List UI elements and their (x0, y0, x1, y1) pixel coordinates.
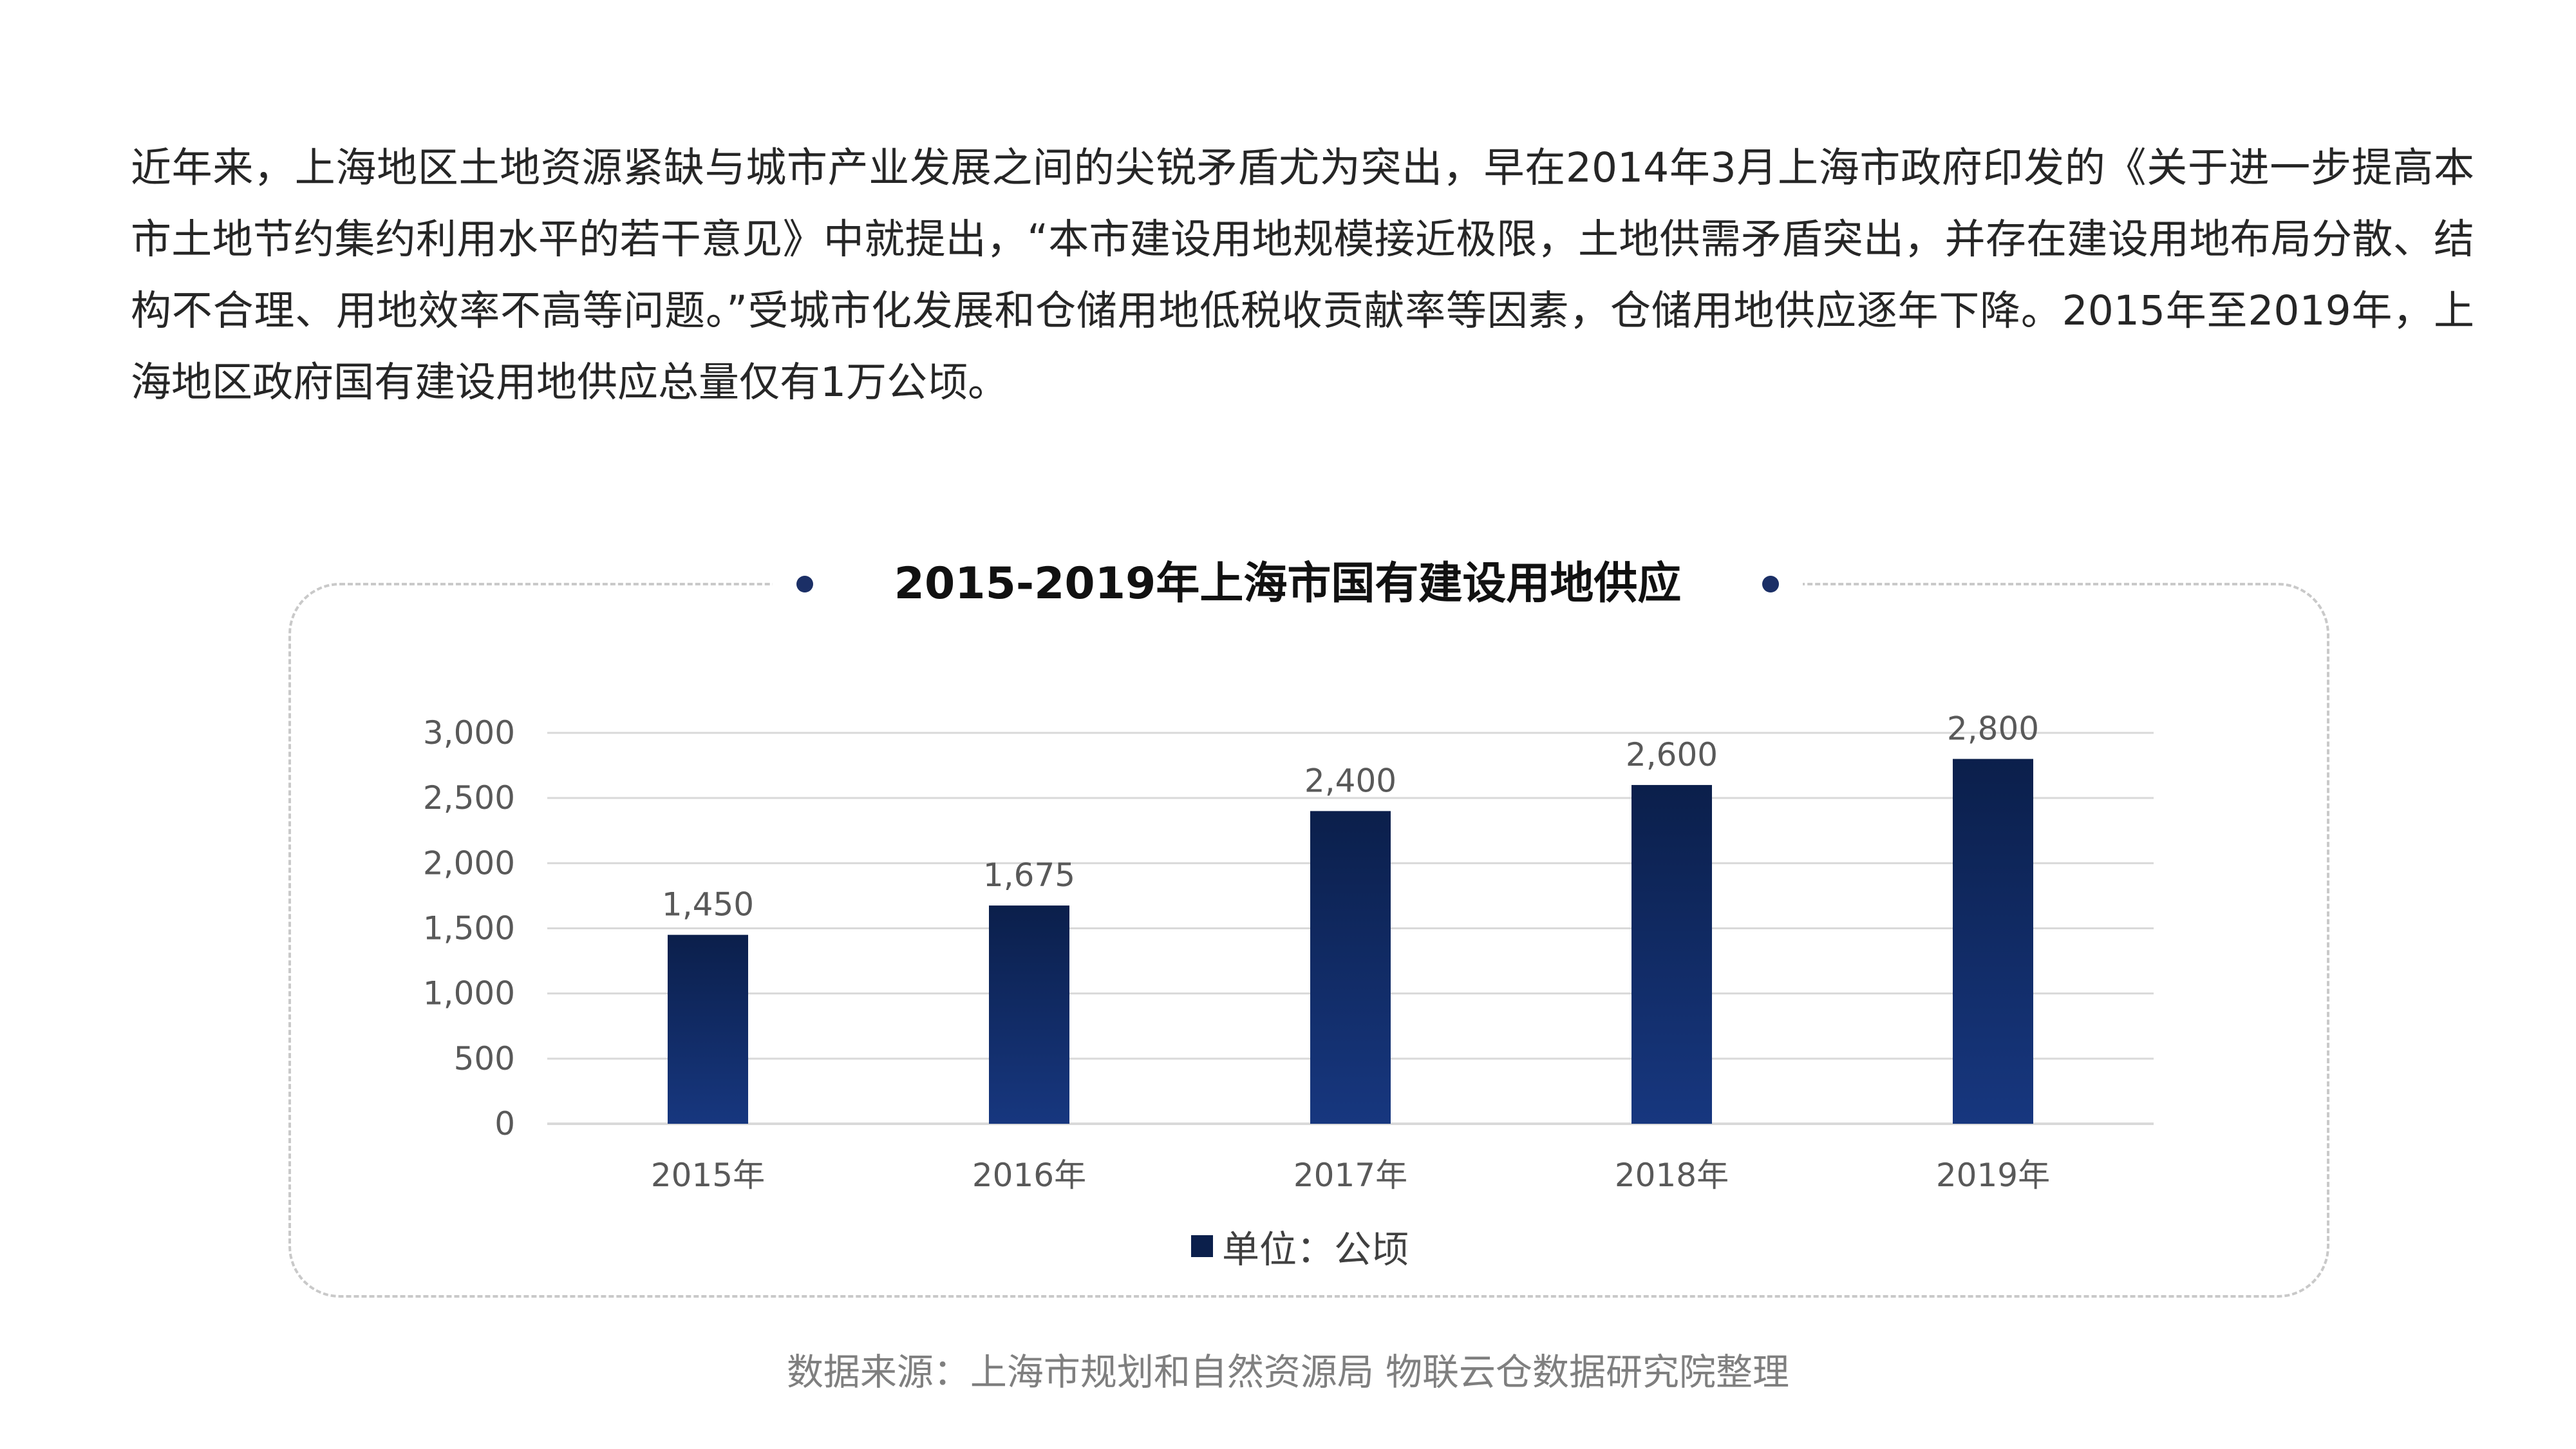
chart-title-background (773, 551, 1803, 615)
legend-swatch (1191, 1235, 1213, 1257)
bar (989, 905, 1069, 1124)
bar (1953, 759, 2033, 1124)
x-tick-label: 2018年 (1615, 1157, 1729, 1194)
bar (1310, 811, 1391, 1124)
y-tick-label: 0 (494, 1105, 515, 1142)
y-tick-label: 2,000 (423, 844, 515, 882)
bar (668, 934, 748, 1124)
chart-title: 2015-2019年上海市国有建设用地供应 (894, 558, 1682, 609)
title-dot-right (1762, 576, 1779, 592)
legend-label: 单位：公顷 (1222, 1227, 1409, 1271)
y-axis-ticks: 0 500 1,000 1,500 2,000 2,500 3,000 (423, 714, 515, 1142)
y-tick-label: 3,000 (423, 714, 515, 752)
data-labels: 1,450 1,675 2,400 2,600 2,800 (662, 710, 2039, 923)
x-tick-label: 2015年 (651, 1157, 765, 1194)
x-tick-label: 2016年 (972, 1157, 1086, 1194)
source-note: 数据来源：上海市规划和自然资源局 物联云仓数据研究院整理 (786, 1351, 1790, 1394)
y-tick-label: 1,000 (423, 975, 515, 1012)
x-tick-label: 2017年 (1293, 1157, 1407, 1194)
data-label: 1,450 (662, 886, 754, 923)
bars (668, 759, 2033, 1124)
data-label: 2,800 (1947, 710, 2039, 747)
y-tick-label: 500 (454, 1040, 515, 1077)
y-tick-label: 2,500 (423, 779, 515, 817)
x-axis-ticks: 2015年 2016年 2017年 2018年 2019年 (651, 1157, 2050, 1194)
data-label: 2,400 (1304, 762, 1396, 799)
legend: 单位：公顷 (1191, 1224, 1409, 1271)
x-tick-label: 2019年 (1936, 1157, 2050, 1194)
y-tick-label: 1,500 (423, 910, 515, 947)
data-label: 2,600 (1626, 736, 1718, 773)
title-dot-left (796, 576, 813, 592)
bar (1631, 784, 1712, 1124)
data-label: 1,675 (983, 857, 1075, 894)
intro-paragraph: 近年来，上海地区土地资源紧缺与城市产业发展之间的尖锐矛盾尤为突出，早在2014年… (131, 144, 2474, 406)
